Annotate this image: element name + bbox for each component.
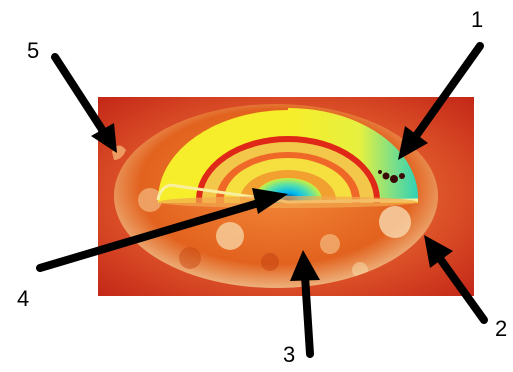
arrow-3 bbox=[301, 272, 314, 358]
label-3: 3 bbox=[283, 342, 296, 367]
arrow-4-head bbox=[252, 188, 288, 214]
arrow-3-head bbox=[290, 250, 320, 281]
arrow-2-head bbox=[424, 235, 453, 268]
arrow-5 bbox=[51, 53, 107, 135]
arrow-5-head bbox=[91, 123, 117, 153]
granulation-texture bbox=[138, 188, 411, 278]
sunspot-group bbox=[378, 170, 405, 183]
arrow-1 bbox=[412, 42, 484, 140]
arrow-1-head bbox=[398, 126, 428, 160]
cutaway-rim bbox=[156, 183, 419, 204]
sun-interior-cutaway bbox=[158, 108, 419, 203]
arrow-4 bbox=[36, 198, 266, 272]
label-1: 1 bbox=[471, 7, 484, 32]
label-4: 4 bbox=[17, 286, 30, 311]
label-5: 5 bbox=[27, 38, 40, 63]
label-2: 2 bbox=[495, 316, 508, 341]
arrow-2 bbox=[437, 256, 488, 324]
pointer-arrows bbox=[36, 42, 488, 358]
